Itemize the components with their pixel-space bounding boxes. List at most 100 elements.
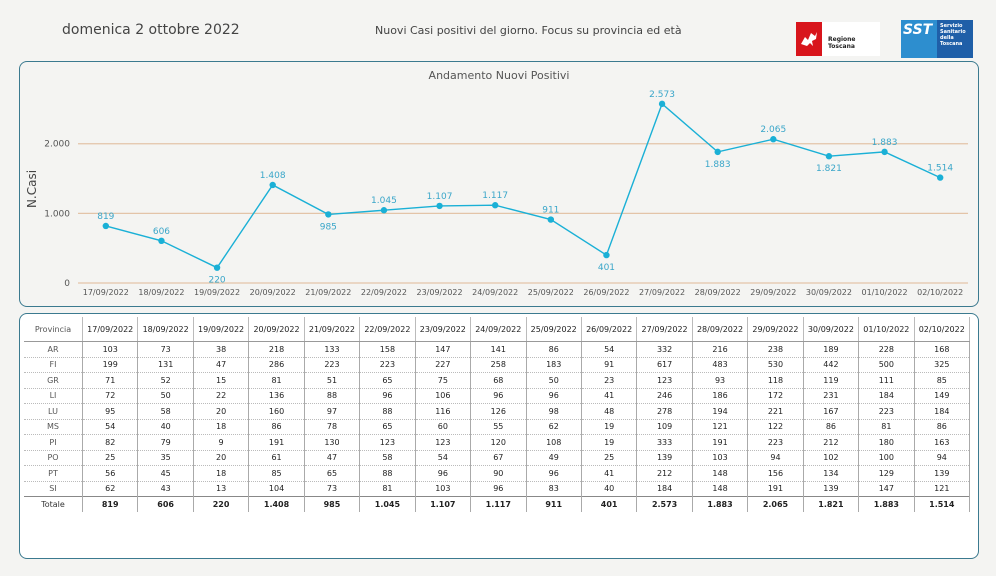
value-cell: 86 — [248, 419, 305, 435]
value-cell: 186 — [692, 388, 749, 404]
table-panel: Provincia 17/09/2022 18/09/2022 19/09/2022 2… — [19, 313, 979, 559]
value-cell: 86 — [914, 419, 971, 435]
value-cell: 25 — [581, 450, 638, 466]
x-tick-label: 27/09/2022 — [639, 288, 685, 297]
column-header-date[interactable]: 21/09/2022 — [304, 317, 361, 342]
data-label: 1.045 — [371, 196, 397, 206]
value-cell: 216 — [692, 341, 749, 358]
value-cell: 41 — [581, 388, 638, 404]
column-header-date[interactable]: 28/09/2022 — [692, 317, 749, 342]
sst-logo-mark: SST — [903, 22, 933, 38]
data-point — [436, 202, 443, 210]
column-header-date[interactable]: 01/10/2022 — [858, 317, 915, 342]
value-cell: 55 — [470, 419, 527, 435]
value-cell: 158 — [359, 341, 416, 358]
column-header-date[interactable]: 24/09/2022 — [470, 317, 527, 342]
x-tick-label: 21/09/2022 — [305, 288, 351, 297]
column-header-date[interactable]: 23/09/2022 — [415, 317, 472, 342]
sst-logo-text: Servizio Sanitario della Toscana — [940, 23, 966, 47]
column-header-date[interactable]: 27/09/2022 — [636, 317, 693, 342]
column-header-date[interactable]: 19/09/2022 — [193, 317, 250, 342]
table-row: MS 54 40 18 86 78 65 60 55 62 19 109 121 122 86 81 86 — [24, 419, 971, 435]
value-cell: 1.883 — [692, 496, 749, 512]
value-cell: 25 — [82, 450, 139, 466]
value-cell: 184 — [914, 403, 971, 420]
value-cell: 442 — [803, 357, 860, 373]
column-header-date[interactable]: 20/09/2022 — [248, 317, 305, 342]
table-row: LI 72 50 22 136 88 96 106 96 96 41 246 186 172 231 184 1… — [24, 388, 971, 404]
column-header-date[interactable]: 02/10/2022 — [914, 317, 971, 342]
value-cell: 51 — [304, 372, 361, 389]
value-cell: 58 — [359, 450, 416, 466]
data-label: 985 — [320, 222, 337, 232]
value-cell: 81 — [248, 372, 305, 389]
value-cell: 43 — [137, 481, 194, 497]
value-cell: 58 — [137, 403, 194, 420]
table-row: PI 82 79 9 191 130 123 123 120 108 19 333 191 223 212 1… — [24, 434, 971, 451]
value-cell: 220 — [193, 496, 250, 512]
value-cell: 47 — [193, 357, 250, 373]
value-cell: 139 — [914, 465, 971, 482]
province-cell: Totale — [24, 496, 83, 512]
value-cell: 98 — [526, 403, 582, 420]
value-cell: 500 — [858, 357, 915, 373]
column-header-provincia[interactable]: Provincia — [24, 317, 83, 342]
value-cell: 22 — [193, 388, 250, 404]
value-cell: 121 — [914, 481, 971, 497]
value-cell: 139 — [803, 481, 860, 497]
column-header-date[interactable]: 18/09/2022 — [137, 317, 194, 342]
value-cell: 120 — [470, 434, 527, 451]
value-cell: 20 — [193, 450, 250, 466]
column-header-date[interactable]: 22/09/2022 — [359, 317, 416, 342]
value-cell: 62 — [526, 419, 582, 435]
province-table: Provincia 17/09/2022 18/09/2022 19/09/2022 2… — [24, 317, 971, 512]
column-header-date[interactable]: 25/09/2022 — [526, 317, 582, 342]
value-cell: 278 — [636, 403, 693, 420]
value-cell: 401 — [581, 496, 638, 512]
value-cell: 223 — [858, 403, 915, 420]
value-cell: 133 — [304, 341, 361, 358]
table-row: AR 103 73 38 218 133 158 147 141 86 54 332 216 238 189… — [24, 341, 971, 358]
value-cell: 228 — [858, 341, 915, 358]
value-cell: 97 — [304, 403, 361, 420]
column-header-date[interactable]: 30/09/2022 — [803, 317, 860, 342]
chart-panel: Andamento Nuovi Positivi N.Casi 0 1.000 2.00… — [19, 61, 979, 307]
value-cell: 184 — [636, 481, 693, 497]
y-tick-label: 1.000 — [44, 209, 70, 219]
column-header-date[interactable]: 26/09/2022 — [581, 317, 638, 342]
value-cell: 121 — [692, 419, 749, 435]
value-cell: 49 — [526, 450, 582, 466]
value-cell: 23 — [581, 372, 638, 389]
value-cell: 168 — [914, 341, 971, 358]
province-cell: LI — [24, 388, 83, 404]
table-row: PT 56 45 18 85 65 88 96 90 96 41 212 148 156 134 129 139 — [24, 465, 971, 482]
value-cell: 81 — [858, 419, 915, 435]
province-cell: SI — [24, 481, 83, 497]
value-cell: 83 — [526, 481, 582, 497]
total-row: Totale 819 606 220 1.408 985 1.045 1.107 1.117 91… — [24, 496, 971, 512]
column-header-date[interactable]: 17/09/2022 — [82, 317, 139, 342]
table-row: SI 62 43 13 104 73 81 103 96 83 40 184 148 191 139 147 1… — [24, 481, 971, 497]
value-cell: 149 — [914, 388, 971, 404]
value-cell: 45 — [137, 465, 194, 482]
value-cell: 129 — [858, 465, 915, 482]
value-cell: 13 — [193, 481, 250, 497]
data-point — [158, 237, 165, 245]
table-row: FI 199 131 47 286 223 223 227 258 183 91 617 483 530 4… — [24, 357, 971, 373]
data-point — [936, 174, 944, 181]
value-cell: 2.065 — [747, 496, 804, 512]
value-cell: 96 — [470, 481, 527, 497]
value-cell: 483 — [692, 357, 749, 373]
value-cell: 227 — [415, 357, 472, 373]
value-cell: 212 — [636, 465, 693, 482]
data-point — [714, 148, 721, 156]
data-label: 1.883 — [705, 160, 731, 170]
x-tick-label: 01/10/2022 — [862, 288, 908, 297]
x-tick-label: 30/09/2022 — [806, 288, 852, 297]
value-cell: 122 — [747, 419, 804, 435]
data-label: 1.883 — [872, 138, 898, 148]
column-header-date[interactable]: 29/09/2022 — [747, 317, 804, 342]
value-cell: 20 — [193, 403, 250, 420]
table-row: PO 25 35 20 61 47 58 54 67 49 25 139 103 94 102 100 94 — [24, 450, 971, 466]
data-label: 1.107 — [427, 192, 453, 202]
